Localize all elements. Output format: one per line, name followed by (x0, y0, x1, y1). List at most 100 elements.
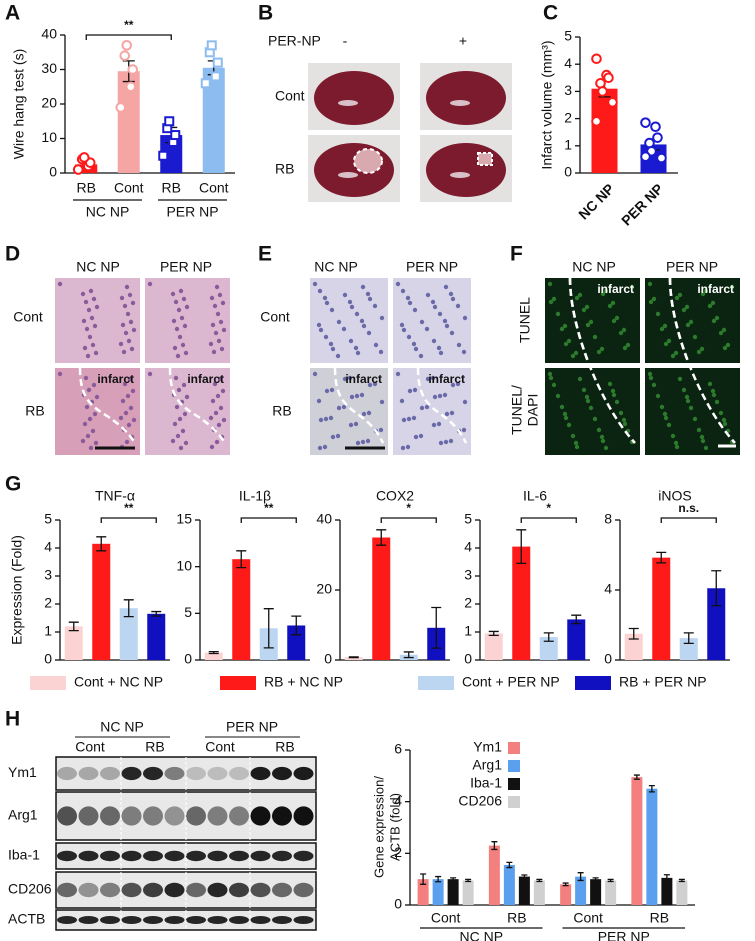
significance-bracket (85, 34, 172, 40)
cell (173, 375, 179, 381)
cell (436, 345, 442, 351)
protein-label: CD206 (8, 881, 52, 897)
cell (418, 353, 424, 359)
cell (677, 376, 683, 382)
error-bar (663, 874, 670, 882)
panel-label: G (5, 473, 21, 496)
y-tick-label: 4 (564, 55, 572, 71)
cell (119, 295, 125, 301)
cell (551, 382, 557, 388)
column-label: + (459, 33, 467, 49)
significance: ** (124, 501, 134, 515)
y-tick-label: 0 (184, 651, 192, 667)
legend-swatch (508, 742, 520, 754)
cell (699, 434, 705, 440)
cell (603, 288, 609, 294)
cell (443, 439, 449, 445)
blot-band (143, 806, 163, 826)
infarct-border (668, 277, 736, 444)
treatment-label: PER-NP (268, 33, 321, 49)
y-tick-label: 2 (464, 595, 472, 611)
lane-label: RB (145, 739, 164, 755)
cell (430, 375, 436, 381)
error-bar (633, 774, 640, 780)
cell (318, 417, 324, 423)
error-bar (291, 615, 302, 636)
blot-band (272, 850, 292, 862)
cell (596, 349, 602, 355)
error-bar (656, 551, 667, 564)
error-bar (488, 630, 499, 637)
row-label: Cont (260, 309, 290, 325)
cell (123, 410, 129, 416)
cell (412, 307, 418, 313)
significance-bracket (240, 517, 297, 523)
row-label: RB (272, 403, 291, 419)
y-tick-label: 4 (44, 539, 52, 555)
cell (184, 394, 190, 400)
blot-band (143, 882, 163, 898)
blot-band (272, 766, 292, 781)
cell (625, 342, 631, 348)
panel-label: B (258, 2, 273, 25)
subplot-title: IL-1β (239, 488, 271, 504)
cell (349, 304, 355, 310)
cell (651, 296, 657, 302)
bar (64, 626, 83, 660)
cell (718, 410, 724, 416)
cell (566, 338, 572, 344)
subplot-title: iNOS (658, 488, 691, 504)
cell (600, 438, 606, 444)
error-bar (592, 877, 599, 882)
error-bar (431, 606, 442, 649)
cell (94, 304, 100, 310)
row-label: Cont (275, 88, 305, 104)
cell (178, 445, 184, 451)
blot-band (207, 766, 228, 781)
cell (603, 445, 609, 451)
cell (696, 427, 702, 433)
bar (567, 619, 586, 660)
cell (342, 292, 348, 298)
group-label: PER NP (226, 719, 278, 735)
cell (312, 281, 318, 287)
cell (365, 438, 371, 444)
cell (147, 281, 153, 287)
subplot-title: IL-6 (523, 488, 547, 504)
infarct-border (333, 367, 385, 444)
cell (562, 411, 568, 417)
bar (652, 557, 671, 660)
cell (449, 330, 455, 336)
x-tick-label: NC NP (575, 180, 617, 222)
cell (574, 444, 580, 450)
cell (431, 338, 437, 344)
cell (92, 323, 98, 329)
cell (81, 318, 87, 324)
ventricle (338, 172, 358, 178)
cell (213, 410, 219, 416)
cell (710, 388, 716, 394)
cell (322, 295, 328, 301)
micrograph (393, 278, 471, 363)
blot-band (229, 806, 249, 826)
error-bar (491, 841, 498, 851)
cell (462, 315, 468, 321)
blot-band (143, 850, 163, 862)
cell (405, 295, 411, 301)
micrograph (55, 278, 140, 363)
y-tick-label: 10 (176, 557, 192, 573)
cell (208, 341, 214, 347)
blot-band (57, 882, 77, 898)
cell (442, 392, 448, 398)
cell (424, 326, 430, 332)
blot-band (164, 916, 185, 924)
cell (87, 416, 93, 422)
error-bar (521, 874, 528, 879)
cell (573, 350, 579, 356)
cell (181, 296, 187, 302)
cell (399, 398, 405, 404)
blot-band (293, 916, 314, 924)
error-bar (628, 627, 639, 640)
cell (329, 307, 335, 313)
